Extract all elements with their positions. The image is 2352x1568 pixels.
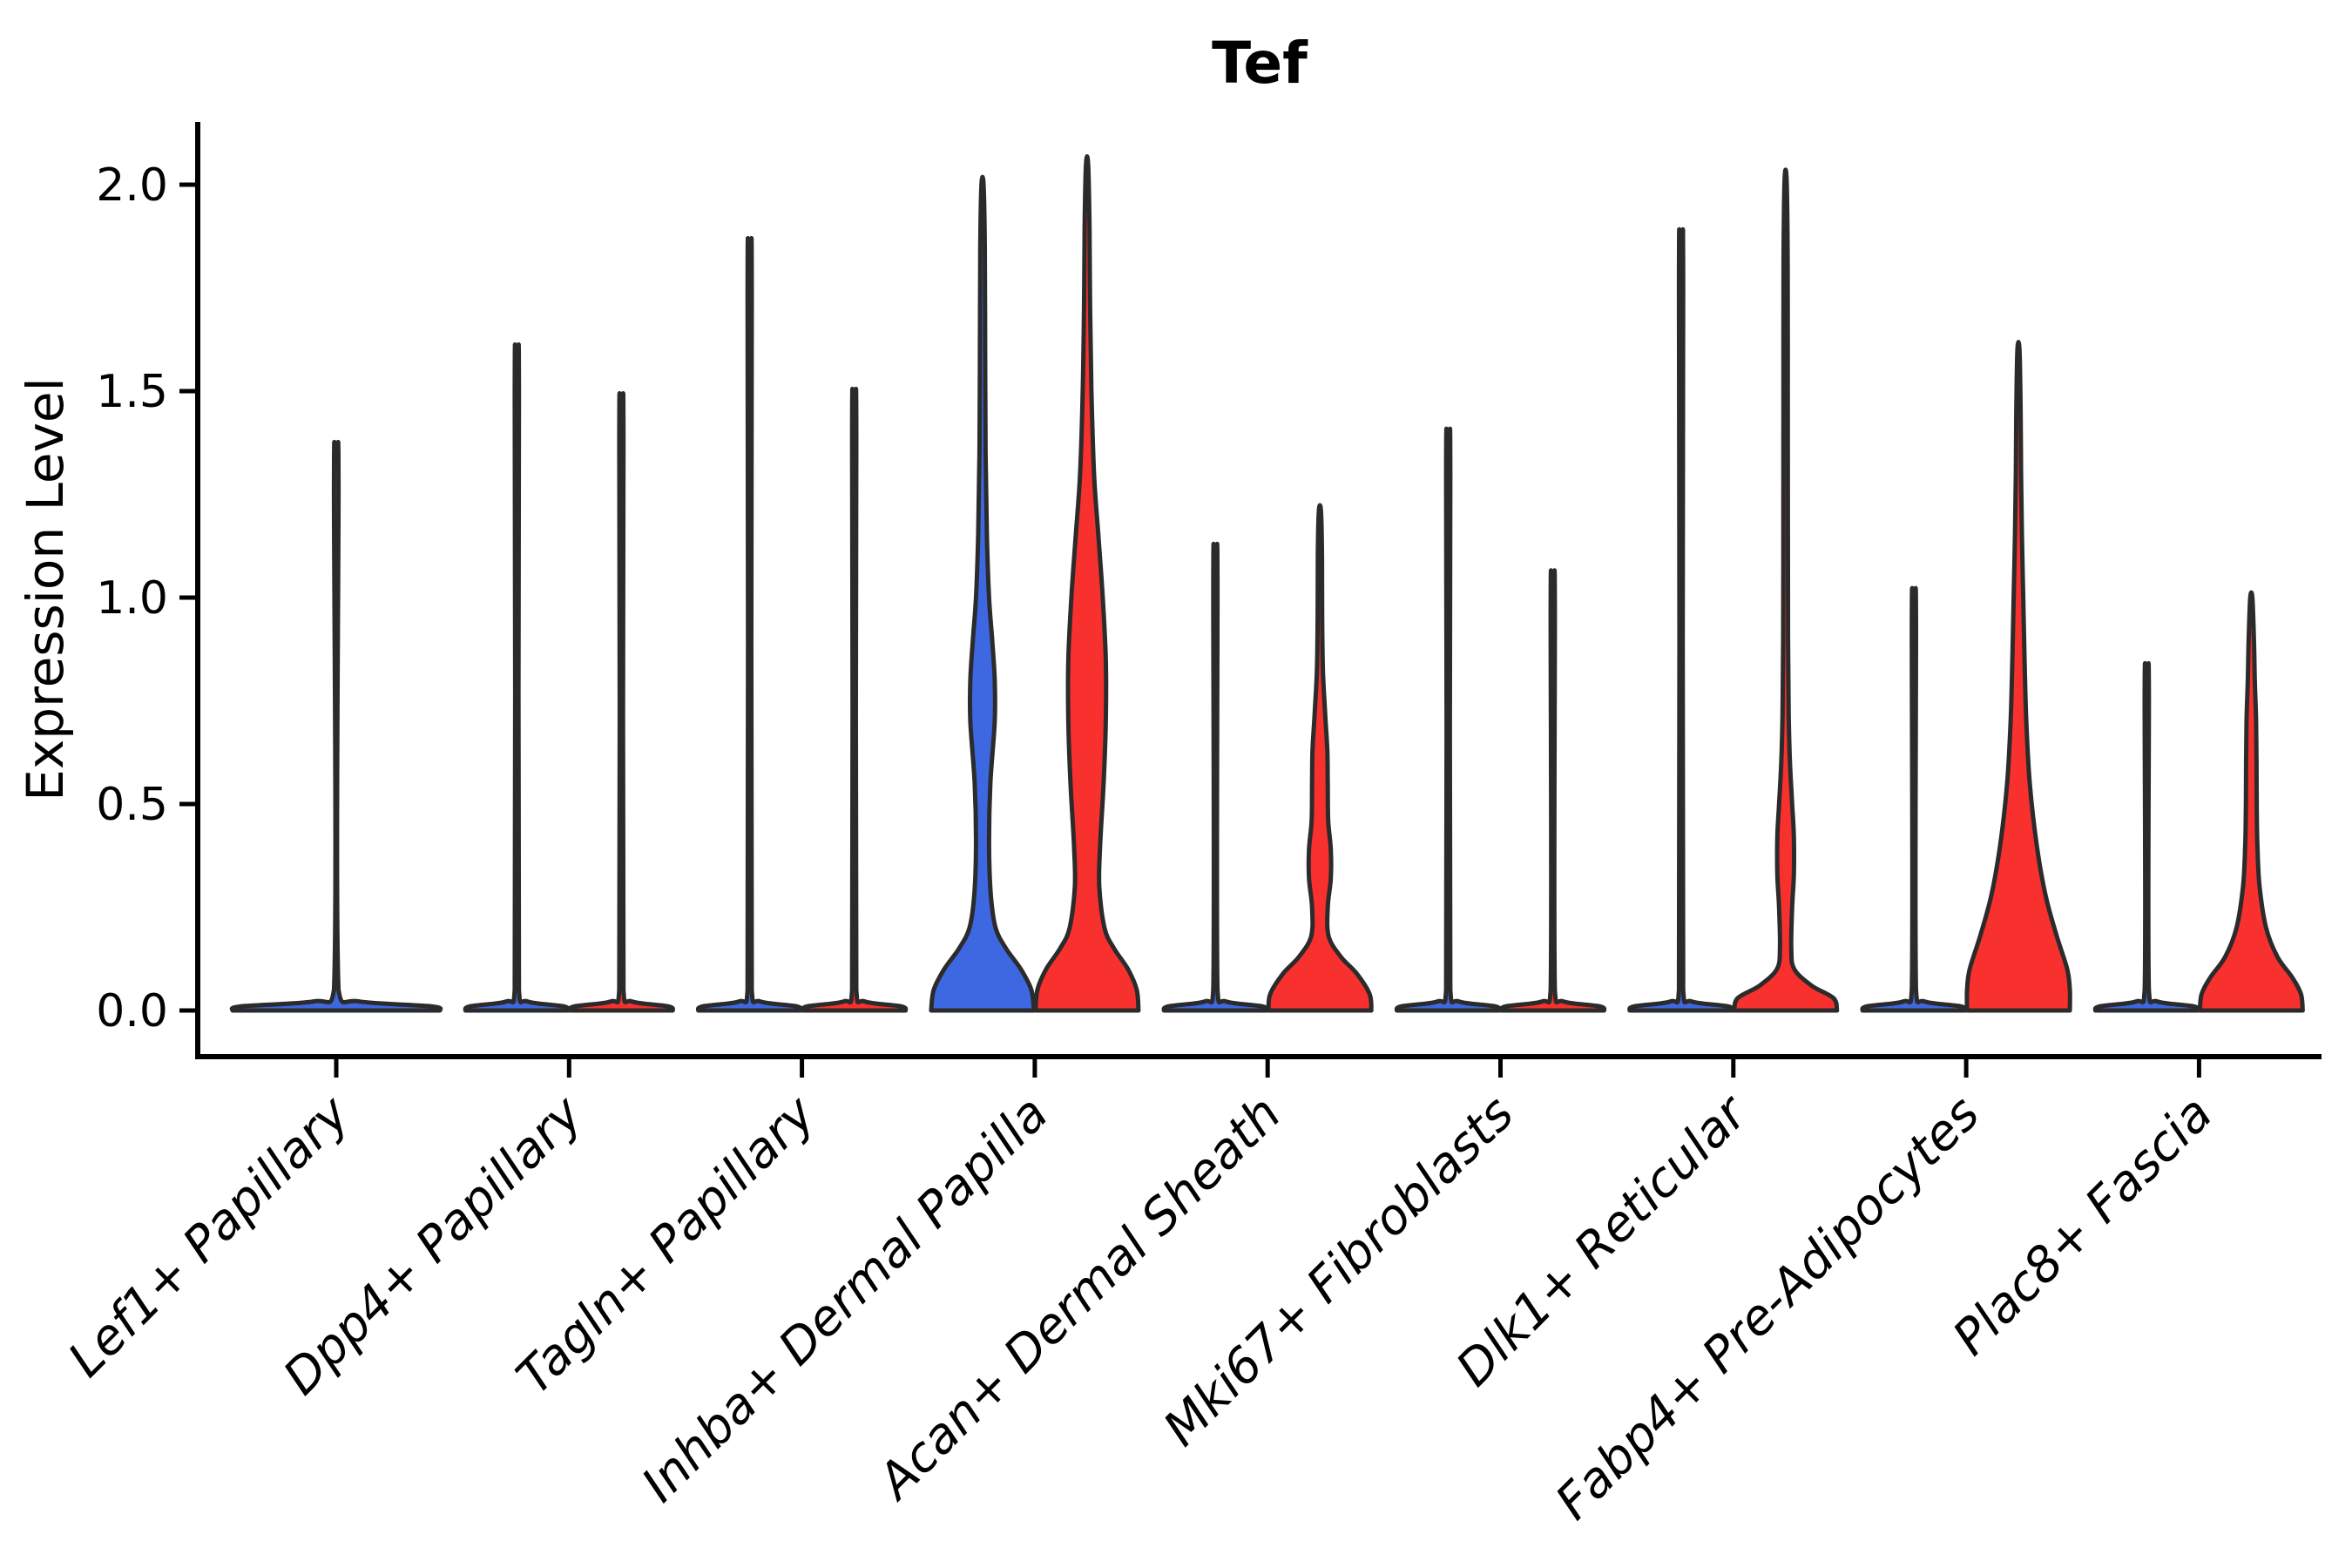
x-tick-label-inhba-dermal-papilla: Inhba+ Dermal Papilla [632, 1085, 1059, 1513]
violin-fabp4-pre-adipocytes-left [1860, 585, 1968, 1013]
chart-title: Tef [1212, 30, 1308, 97]
violin-acan-dermal-sheath-left [1161, 541, 1269, 1013]
violin-inhba-dermal-papilla-left [929, 174, 1037, 1013]
violin-tagln-papillary-left [695, 236, 804, 1013]
y-tick-label: 1.5 [96, 366, 168, 418]
violin-dpp4-papillary-right [567, 391, 675, 1013]
violin-plac8-fascia-left [2092, 660, 2201, 1013]
violin-inhba-dermal-papilla-right [1033, 153, 1141, 1013]
y-tick-label: 0.0 [96, 985, 168, 1037]
violin-lef1-papillary-single [229, 440, 443, 1013]
x-tick-label-acan-dermal-sheath: Acan+ Dermal Sheath [866, 1085, 1292, 1511]
violin-fabp4-pre-adipocytes-right [1964, 340, 2072, 1013]
violin-plac8-fascia-right [2197, 590, 2305, 1013]
violin-dlk1-reticular-right [1732, 167, 1840, 1013]
violin-acan-dermal-sheath-right [1266, 503, 1374, 1013]
violin-tagln-papillary-right [800, 386, 909, 1013]
y-tick-label: 1.0 [96, 572, 168, 625]
violin-dpp4-papillary-left [463, 342, 571, 1013]
y-tick-label: 0.5 [96, 779, 168, 831]
violin-dlk1-reticular-left [1627, 226, 1735, 1013]
y-tick-label: 2.0 [96, 159, 168, 212]
y-axis-label: Expression Level [16, 377, 75, 801]
x-tick-label-fabp4-pre-adipocytes: Fabp4+ Pre-Adipocytes [1545, 1085, 1990, 1531]
violin-mki67-fibroblasts-right [1498, 568, 1607, 1013]
violin-mki67-fibroblasts-left [1394, 426, 1503, 1013]
